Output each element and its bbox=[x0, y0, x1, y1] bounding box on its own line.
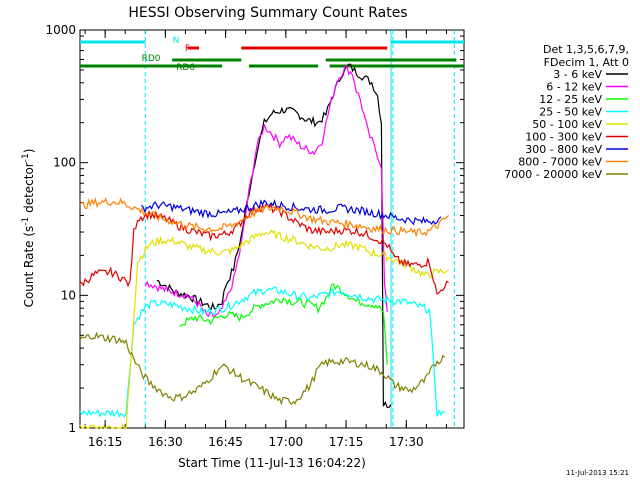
series-line bbox=[79, 196, 450, 238]
x-tick-label: 16:15 bbox=[88, 435, 123, 449]
y-tick-label: 1 bbox=[68, 421, 76, 435]
chart-title: HESSI Observing Summary Count Rates bbox=[128, 5, 407, 21]
legend: Det 1,3,5,6,7,9, FDecim 1, Att 0 3 - 6 k… bbox=[504, 43, 629, 181]
legend-label: 50 - 100 keV bbox=[532, 118, 602, 131]
legend-header-1: Det 1,3,5,6,7,9, bbox=[543, 43, 629, 56]
series-line bbox=[79, 229, 449, 429]
y-tick-label: 1000 bbox=[45, 23, 76, 37]
legend-label: 800 - 7000 keV bbox=[518, 156, 602, 169]
series-line bbox=[179, 283, 388, 365]
legend-label: 300 - 800 keV bbox=[525, 143, 602, 156]
flag-label: N bbox=[173, 36, 180, 46]
legend-label: 100 - 300 keV bbox=[525, 131, 602, 144]
plot-frame bbox=[79, 29, 465, 429]
flag-rd6: RD6 bbox=[80, 63, 464, 73]
footer-timestamp: 11-Jul-2013 15:21 bbox=[566, 469, 629, 477]
flag-label: F bbox=[185, 44, 190, 54]
legend-label: 25 - 50 keV bbox=[539, 106, 602, 119]
x-tick-label: 16:30 bbox=[148, 435, 183, 449]
legend-label: 3 - 6 keV bbox=[553, 68, 602, 81]
legend-label: 6 - 12 keV bbox=[546, 81, 602, 94]
series-line bbox=[79, 203, 449, 296]
series-line bbox=[144, 65, 388, 318]
x-tick-label: 17:30 bbox=[389, 435, 424, 449]
flag-n: N bbox=[80, 36, 464, 46]
y-tick-label: 100 bbox=[53, 156, 76, 170]
legend-label: 12 - 25 keV bbox=[539, 93, 602, 106]
series-line bbox=[79, 331, 446, 406]
x-tick-label: 17:00 bbox=[269, 435, 304, 449]
series-line bbox=[79, 286, 446, 419]
flag-label: RD0 bbox=[142, 54, 161, 64]
flag-rd0: RD0 bbox=[142, 54, 457, 64]
y-tick-label: 10 bbox=[61, 288, 76, 302]
x-axis-ticks: 16:15 16:30 16:45 17:00 17:15 17:30 bbox=[84, 30, 447, 449]
series-line bbox=[140, 199, 442, 226]
flag-f: F bbox=[185, 44, 388, 54]
series-line bbox=[156, 63, 392, 409]
y-axis-ticks: 1 10 100 1000 bbox=[45, 23, 464, 435]
x-tick-label: 17:15 bbox=[329, 435, 364, 449]
legend-label: 7000 - 20000 keV bbox=[504, 168, 602, 181]
y-axis-label: Count Rate (s-1 detector-1) bbox=[21, 149, 36, 308]
flag-label: RD6 bbox=[176, 63, 195, 73]
x-tick-label: 16:45 bbox=[208, 435, 243, 449]
x-axis-label: Start Time (11-Jul-13 16:04:22) bbox=[178, 456, 366, 470]
plot-area: 16:15 16:30 16:45 17:00 17:15 17:30 1 10 100 1000… bbox=[45, 23, 465, 449]
legend-header-2: FDecim 1, Att 0 bbox=[544, 56, 629, 69]
